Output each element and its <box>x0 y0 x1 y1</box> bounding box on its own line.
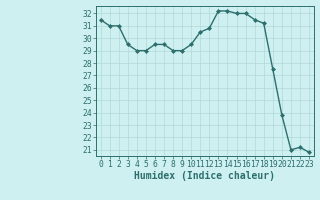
X-axis label: Humidex (Indice chaleur): Humidex (Indice chaleur) <box>134 171 275 181</box>
